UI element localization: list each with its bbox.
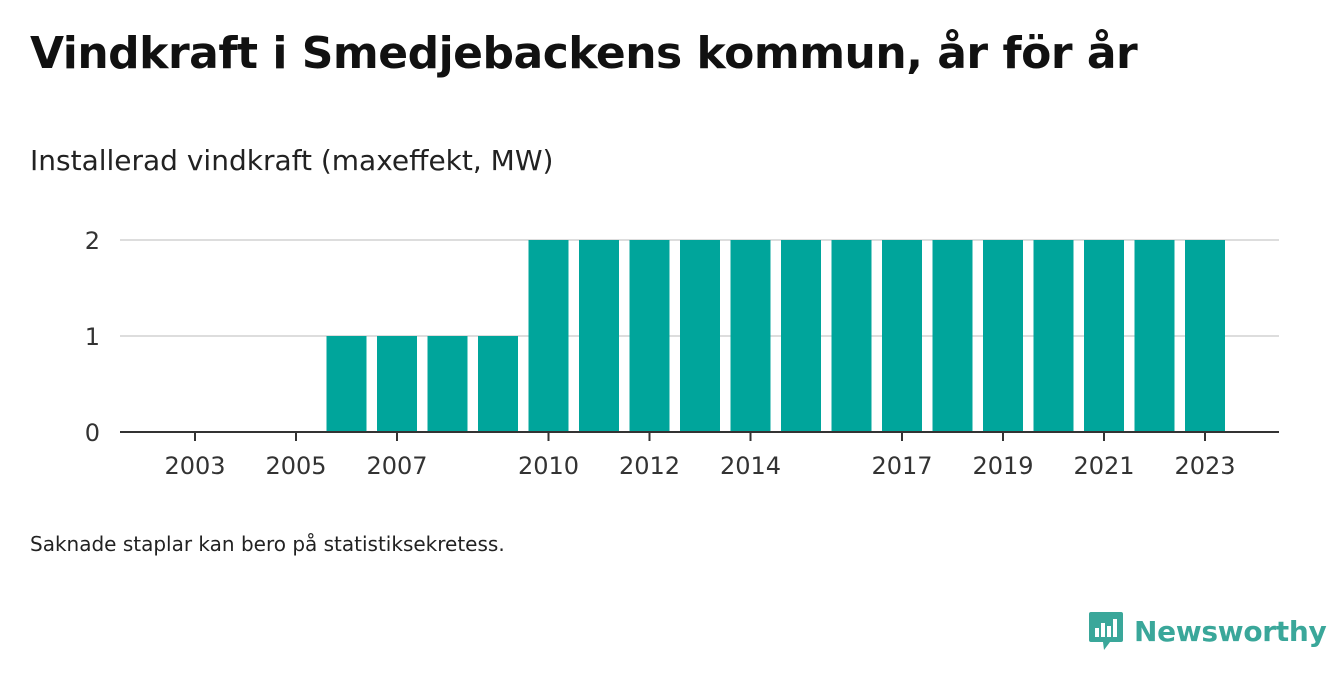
y-tick-label: 0: [85, 419, 100, 447]
x-tick-label: 2021: [1073, 452, 1134, 480]
x-tick-label: 2023: [1174, 452, 1235, 480]
bar-2010: [528, 240, 569, 432]
x-tick-label: 2005: [265, 452, 326, 480]
bar-2019: [983, 240, 1023, 432]
x-axis: 2003 2005 2007 2010 2012 2014 2017 2019 2021 2023: [120, 431, 1279, 480]
x-tick-label: 2007: [366, 452, 427, 480]
x-tick-label: 2012: [619, 452, 680, 480]
bar-2020: [1033, 240, 1074, 432]
chart-title: Vindkraft i Smedjebackens kommun, år för…: [30, 28, 1138, 79]
bar-2023: [1185, 240, 1225, 432]
x-tick-label: 2019: [972, 452, 1033, 480]
bar-2014: [730, 240, 771, 432]
newsworthy-logo-icon: [1089, 612, 1123, 650]
bar-2011: [579, 240, 619, 432]
bar-2016: [831, 240, 872, 432]
x-tick-label: 2010: [518, 452, 579, 480]
bar-2017: [882, 240, 922, 432]
footnote: Saknade staplar kan bero på statistiksek…: [30, 532, 505, 556]
bar-2012: [629, 240, 670, 432]
bar-2022: [1134, 240, 1175, 432]
y-tick-label: 1: [85, 323, 100, 351]
bar-2013: [680, 240, 720, 432]
bar-chart: 2003 2005 2007 2010 2012 2014 2017 2019 2021 2023…: [85, 227, 1279, 480]
y-axis-ticks: 0 1 2: [85, 227, 100, 447]
x-tick-label: 2014: [720, 452, 781, 480]
bar-2021: [1084, 240, 1124, 432]
bar-2006: [326, 336, 367, 432]
bar-2018: [932, 240, 973, 432]
bar-2009: [478, 336, 518, 432]
chart-subtitle: Installerad vindkraft (maxeffekt, MW): [30, 144, 554, 177]
brand-name: Newsworthy: [1134, 614, 1327, 648]
y-tick-label: 2: [85, 227, 100, 255]
x-tick-label: 2003: [164, 452, 225, 480]
bar-2008: [427, 336, 468, 432]
bar-2015: [781, 240, 821, 432]
bars: [326, 240, 1225, 432]
bar-2007: [377, 336, 417, 432]
x-tick-label: 2017: [871, 452, 932, 480]
brand-logo[interactable]: Newsworthy: [1088, 610, 1327, 652]
